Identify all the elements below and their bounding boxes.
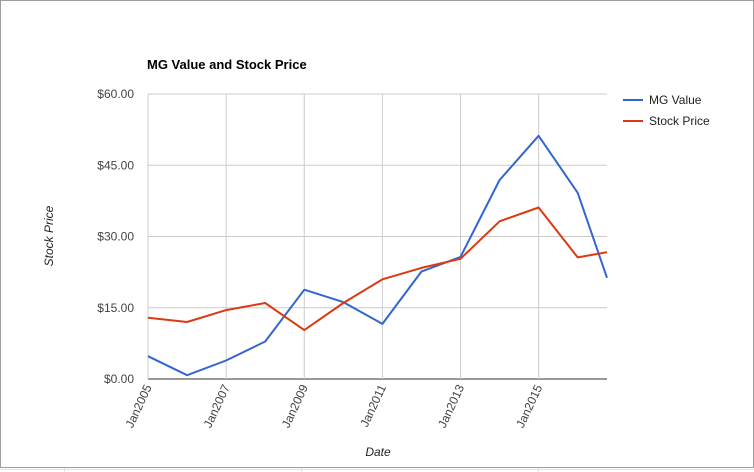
x-tick-label: Jan2007 bbox=[201, 382, 233, 430]
series-line-stock-price[interactable] bbox=[147, 206, 608, 332]
x-tick-label: Jan2015 bbox=[513, 382, 545, 430]
series-line-mg-value[interactable] bbox=[147, 134, 608, 377]
y-tick-label: $60.00 bbox=[97, 87, 134, 101]
y-tick-label: $30.00 bbox=[97, 230, 134, 244]
y-tick-label: $15.00 bbox=[97, 301, 134, 315]
x-tick-label: Jan2013 bbox=[435, 382, 467, 430]
legend-label: MG Value bbox=[649, 93, 702, 107]
x-tick-label: Jan2009 bbox=[279, 382, 311, 430]
y-tick-label: $45.00 bbox=[97, 158, 134, 172]
gridlines bbox=[147, 93, 607, 380]
legend-label: Stock Price bbox=[649, 114, 710, 128]
y-axis-ticks: $0.00 $15.00 $30.00 $45.00 $60.00 bbox=[97, 87, 134, 386]
x-tick-label: Jan2005 bbox=[123, 382, 155, 430]
legend: MG Value Stock Price bbox=[623, 93, 710, 128]
x-axis-label: Date bbox=[365, 445, 391, 459]
sheet-gridline bbox=[0, 469, 754, 470]
chart-title: MG Value and Stock Price bbox=[147, 57, 307, 72]
y-axis-label: Stock Price bbox=[42, 205, 56, 266]
x-axis-ticks: Jan2005 Jan2007 Jan2009 Jan2011 Jan2013 Jan20… bbox=[123, 382, 546, 430]
y-tick-label: $0.00 bbox=[104, 372, 134, 386]
series-lines bbox=[147, 134, 608, 377]
x-tick-label: Jan2011 bbox=[357, 382, 389, 429]
